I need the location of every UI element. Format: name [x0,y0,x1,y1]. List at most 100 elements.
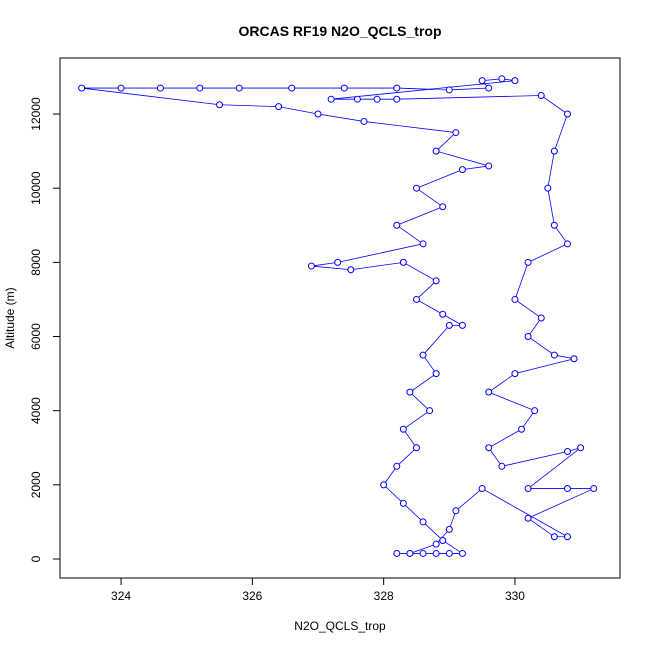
data-point [288,84,296,92]
data-point [419,351,427,359]
data-point [340,84,348,92]
data-point [196,84,204,92]
data-point [511,77,519,85]
data-point [524,258,532,266]
data-point [399,258,407,266]
data-point [550,533,558,541]
data-point [511,370,519,378]
data-point [563,240,571,248]
data-point [452,129,460,137]
data-point [590,485,598,493]
data-point [563,110,571,118]
data-point [550,221,558,229]
data-point [307,262,315,270]
data-point [439,310,447,318]
data-point [498,462,506,470]
data-point [353,95,361,103]
data-point [117,84,125,92]
data-point [412,184,420,192]
data-point [518,425,526,433]
x-tick-label: 330 [505,589,525,603]
y-tick-label: 6000 [29,323,43,350]
data-point [432,549,440,557]
data-point [426,407,434,415]
data-point [314,110,322,118]
data-point [419,518,427,526]
data-point [550,351,558,359]
data-point [334,258,342,266]
data-point [458,166,466,174]
data-point [570,355,578,363]
data-point [275,103,283,111]
y-tick-label: 4000 [29,397,43,424]
data-point [485,388,493,396]
plot-frame [59,57,621,579]
data-point [458,549,466,557]
data-point [537,314,545,322]
data-line [81,78,594,554]
data-point [439,536,447,544]
data-point [544,184,552,192]
data-point [563,533,571,541]
data-point [537,91,545,99]
data-point [485,162,493,170]
data-point [327,95,335,103]
data-point [156,84,164,92]
data-point [485,444,493,452]
data-point [445,86,453,94]
data-point [393,95,401,103]
x-tick-label: 328 [374,589,394,603]
y-tick-label: 12000 [29,97,43,131]
data-point [406,549,414,557]
data-point [478,77,486,85]
x-tick-label: 326 [242,589,262,603]
data-point [393,221,401,229]
data-point [498,75,506,83]
data-point [432,277,440,285]
data-point [432,147,440,155]
y-tick-label: 0 [29,555,43,562]
data-point [531,407,539,415]
data-point [511,295,519,303]
data-point [524,333,532,341]
x-tick-label: 324 [111,589,131,603]
data-point [419,240,427,248]
data-point [412,444,420,452]
y-axis-label: Altitude (m) [3,287,17,348]
data-point [445,549,453,557]
data-point [235,84,243,92]
y-tick-label: 2000 [29,471,43,498]
data-point [452,507,460,515]
data-point [399,425,407,433]
data-point [347,266,355,274]
data-point [445,525,453,533]
data-point [412,295,420,303]
data-point [393,462,401,470]
data-point [524,485,532,493]
data-point [563,447,571,455]
y-tick-label: 8000 [29,249,43,276]
data-point [419,549,427,557]
data-point [577,444,585,452]
data-point [524,514,532,522]
chart-title: ORCAS RF19 N2O_QCLS_trop [238,23,441,39]
data-point [458,321,466,329]
data-point [380,481,388,489]
data-point [360,117,368,125]
data-point [445,321,453,329]
data-point [216,101,224,109]
data-point [432,540,440,548]
data-point [393,549,401,557]
data-point [550,147,558,155]
data-point [399,499,407,507]
x-axis-label: N2O_QCLS_trop [294,619,386,633]
data-point [78,84,86,92]
data-point [432,370,440,378]
data-point [373,95,381,103]
data-point [478,485,486,493]
data-point [485,84,493,92]
y-tick-label: 10000 [29,171,43,205]
data-point [393,84,401,92]
data-point [406,388,414,396]
